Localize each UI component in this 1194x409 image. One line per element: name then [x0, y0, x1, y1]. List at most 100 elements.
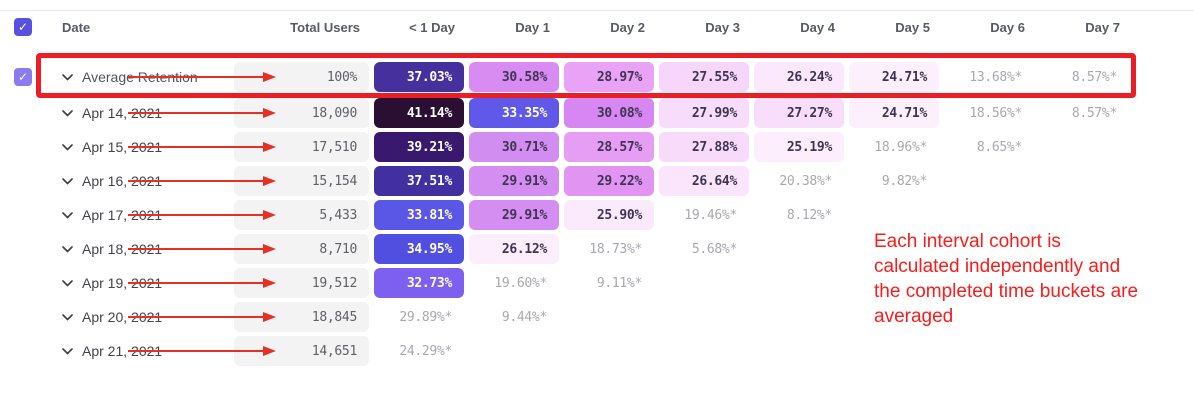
retention-cell[interactable]: 30.71% — [469, 132, 559, 162]
retention-cell[interactable]: 8.65%* — [976, 139, 1022, 155]
row-date-cell: Apr 16, 2021 — [44, 164, 276, 198]
chevron-down-icon[interactable] — [62, 109, 73, 117]
retention-cell[interactable]: 18.73%* — [589, 241, 642, 257]
chevron-down-icon[interactable] — [62, 347, 73, 355]
annotation-note-line: calculated independently and — [874, 256, 1121, 277]
empty-cell — [754, 336, 844, 366]
retention-cell[interactable]: 25.19% — [754, 132, 844, 162]
select-all-cell: ✓ — [6, 18, 44, 36]
retention-cell[interactable]: 29.91% — [469, 200, 559, 230]
column-header-date[interactable]: Date — [62, 19, 91, 35]
retention-cell[interactable]: 33.81% — [374, 200, 464, 230]
column-header-day[interactable]: Day 6 — [990, 19, 1025, 35]
table-header-row: ✓ Date Total Users < 1 Day Day 1 Day 2 Day … — [6, 14, 1134, 40]
total-users-cell[interactable]: 18,845 — [234, 302, 369, 332]
empty-cell — [944, 336, 1034, 366]
total-users-cell[interactable]: 5,433 — [234, 200, 369, 230]
row-date-cell: Average Retention — [44, 58, 276, 96]
empty-cell — [849, 336, 939, 366]
average-row-checkbox[interactable]: ✓ — [14, 68, 32, 86]
retention-cell[interactable]: 29.91% — [469, 166, 559, 196]
retention-cell[interactable]: 34.95% — [374, 234, 464, 264]
cohort-row: Apr 18, 2021 8,710 34.95% 26.12% 18.73%* 5.… — [6, 232, 1194, 266]
total-users-cell[interactable]: 15,154 — [234, 166, 369, 196]
total-users-cell[interactable]: 19,512 — [234, 268, 369, 298]
column-header-day[interactable]: Day 2 — [610, 19, 645, 35]
chevron-down-icon[interactable] — [62, 143, 73, 151]
column-header-day[interactable]: Day 3 — [705, 19, 740, 35]
retention-cell[interactable]: 27.55% — [659, 62, 749, 92]
retention-cell[interactable]: 18.96%* — [874, 139, 927, 155]
retention-cell[interactable]: 27.27% — [754, 98, 844, 128]
total-users-cell[interactable]: 100% — [234, 62, 369, 92]
retention-cell[interactable]: 30.58% — [469, 62, 559, 92]
select-all-checkbox[interactable]: ✓ — [14, 18, 32, 36]
empty-cell — [469, 336, 559, 366]
retention-cell[interactable]: 18.56%* — [969, 105, 1022, 121]
retention-cell[interactable]: 19.46%* — [684, 207, 737, 223]
empty-cell — [754, 268, 844, 298]
retention-cell[interactable]: 25.90% — [564, 200, 654, 230]
empty-cell — [1039, 132, 1129, 162]
retention-cell[interactable]: 27.99% — [659, 98, 749, 128]
retention-cell[interactable]: 27.88% — [659, 132, 749, 162]
retention-cell[interactable]: 41.14% — [374, 98, 464, 128]
retention-cell[interactable]: 26.24% — [754, 62, 844, 92]
chevron-down-icon[interactable] — [62, 245, 73, 253]
row-label: Apr 19, 2021 — [82, 275, 163, 291]
chevron-down-icon[interactable] — [62, 313, 73, 321]
retention-cell[interactable]: 26.12% — [469, 234, 559, 264]
retention-cell[interactable]: 8.57%* — [1071, 105, 1117, 121]
retention-cell[interactable]: 30.08% — [564, 98, 654, 128]
retention-cell[interactable]: 9.11%* — [596, 275, 642, 291]
empty-cell — [564, 302, 654, 332]
retention-cell[interactable]: 8.57%* — [1071, 69, 1117, 85]
cohort-row: Apr 20, 2021 18,845 29.89%* 9.44%* — [6, 300, 1194, 334]
average-retention-row: ✓ Average Retention 100% 37.03% 30.58% 28.… — [6, 58, 1194, 96]
total-users-cell[interactable]: 17,510 — [234, 132, 369, 162]
empty-cell — [944, 200, 1034, 230]
retention-cell[interactable]: 24.71% — [849, 98, 939, 128]
total-users-cell[interactable]: 8,710 — [234, 234, 369, 264]
row-date-cell: Apr 14, 2021 — [44, 96, 276, 130]
retention-cell[interactable]: 9.82%* — [881, 173, 927, 189]
retention-cell[interactable]: 24.71% — [849, 62, 939, 92]
retention-cell[interactable]: 13.68%* — [969, 69, 1022, 85]
cohort-row: Apr 15, 2021 17,510 39.21% 30.71% 28.57% 27… — [6, 130, 1194, 164]
total-users-cell[interactable]: 14,651 — [234, 336, 369, 366]
retention-cell[interactable]: 33.35% — [469, 98, 559, 128]
column-header-day[interactable]: Day 1 — [515, 19, 550, 35]
total-users-cell[interactable]: 18,090 — [234, 98, 369, 128]
column-header-day[interactable]: Day 4 — [800, 19, 835, 35]
empty-cell — [754, 302, 844, 332]
retention-cell[interactable]: 32.73% — [374, 268, 464, 298]
retention-cell[interactable]: 8.12%* — [786, 207, 832, 223]
empty-cell — [1039, 200, 1129, 230]
retention-cell[interactable]: 24.29%* — [399, 343, 452, 359]
retention-cell[interactable]: 28.57% — [564, 132, 654, 162]
retention-cell[interactable]: 39.21% — [374, 132, 464, 162]
retention-cell[interactable]: 5.68%* — [691, 241, 737, 257]
column-header-day[interactable]: Day 5 — [895, 19, 930, 35]
chevron-down-icon[interactable] — [62, 279, 73, 287]
retention-cell[interactable]: 26.64% — [659, 166, 749, 196]
row-date-cell: Apr 19, 2021 — [44, 266, 276, 300]
annotation-note: Each interval cohort is calculated indep… — [874, 229, 1194, 329]
row-label: Apr 15, 2021 — [82, 139, 163, 155]
retention-cell[interactable]: 29.89%* — [399, 309, 452, 325]
chevron-down-icon[interactable] — [62, 211, 73, 219]
row-checkbox-cell: ✓ — [6, 68, 44, 86]
retention-cell[interactable]: 28.97% — [564, 62, 654, 92]
column-header-day[interactable]: < 1 Day — [409, 19, 455, 35]
chevron-down-icon[interactable] — [62, 177, 73, 185]
retention-cell[interactable]: 37.03% — [374, 62, 464, 92]
row-label: Apr 21, 2021 — [82, 343, 163, 359]
retention-cell[interactable]: 20.38%* — [779, 173, 832, 189]
retention-cell[interactable]: 9.44%* — [501, 309, 547, 325]
retention-cell[interactable]: 19.60%* — [494, 275, 547, 291]
chevron-down-icon[interactable] — [62, 73, 73, 81]
column-header-total-users[interactable]: Total Users — [290, 19, 360, 35]
retention-cell[interactable]: 37.51% — [374, 166, 464, 196]
retention-cell[interactable]: 29.22% — [564, 166, 654, 196]
column-header-day[interactable]: Day 7 — [1085, 19, 1120, 35]
